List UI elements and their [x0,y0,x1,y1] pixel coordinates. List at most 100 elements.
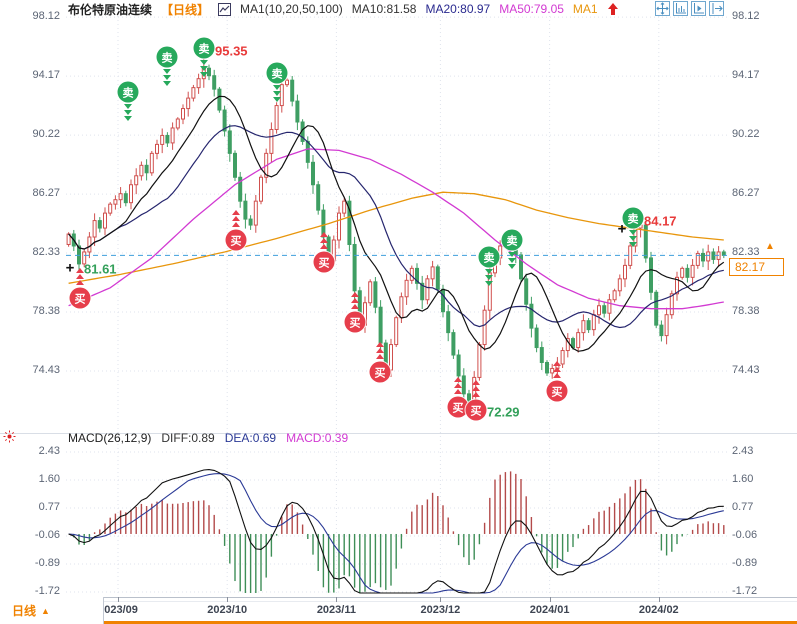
last-price-box: 82.17 [729,258,784,276]
price-axis-label-right: 94.17 [732,69,760,82]
instrument-title: 布伦特原油连续 [68,2,153,17]
buy-signal-triangles [553,361,561,378]
entry-cross-marker: + [617,220,627,238]
signal-price-label: 81.61 [84,261,117,277]
macd-axis-label-left: -1.72 [34,584,60,597]
price-axis-label-right: 78.38 [732,305,760,317]
x-axis-tick [549,597,551,602]
tab-daily-period[interactable]: 日线 ▲ [0,597,104,624]
price-axis-label-right: 98.12 [732,10,760,23]
macd-axis-label-left: 0.77 [38,501,60,513]
macd-axis-label-right: 2.43 [732,445,754,457]
buy-signal-badge: 买 [313,251,335,273]
sell-signal-triangles [485,269,493,286]
buy-signal-badge: 买 [69,287,91,309]
buy-signal-triangles [76,268,84,285]
ma50-value: MA50:79.05 [499,2,564,16]
buy-signal-triangles [454,377,462,394]
price-axis-label-left: 98.12 [32,10,60,23]
signal-price-label: 95.35 [215,43,248,59]
ma20-value: MA20:80.97 [425,2,491,16]
sell-signal-triangles [200,60,208,77]
x-axis-month-label: 2023/09 [98,604,138,616]
buy-signal-badge: 买 [546,380,568,402]
sell-signal-triangles [124,104,132,121]
ma50-line [68,148,724,310]
price-axis-label-left: 90.22 [32,128,60,141]
x-axis-tick [658,597,660,602]
x-axis-month-label: 2023/11 [316,604,356,616]
macd-axis-label-right: -0.89 [732,556,758,569]
macd-axis-label-right: 1.60 [732,473,754,485]
x-axis-month-label: 2023/10 [207,604,248,616]
price-axis-label-right: 90.22 [732,128,760,141]
crosshair-icon[interactable] [655,1,670,16]
signal-price-label: 84.17 [644,213,677,229]
axis-play-icon[interactable] [691,1,706,16]
buy-signal-badge: 买 [225,229,247,251]
ma10-line [68,95,725,352]
sell-signal-triangles [629,230,637,247]
buy-signal-badge: 买 [447,396,469,418]
dea-value: DEA:0.69 [224,431,277,445]
sell-signal-badge: 卖 [622,207,644,229]
buy-signal-triangles [320,232,328,249]
x-axis-tick [440,597,442,602]
alert-sun-icon[interactable] [3,430,16,448]
macd-histogram [73,471,725,593]
price-axis-label-right: 82.33 [732,246,760,258]
buy-signal-triangles [232,210,240,227]
macd-axis-label-right: 0.77 [732,501,754,513]
buy-signal-triangles [351,292,359,309]
x-axis-tick [118,597,119,602]
period-tag: 【日线】 [161,2,210,17]
axis-bars-icon[interactable] [673,1,688,16]
price-axis-label-right: 74.43 [732,364,760,376]
buy-signal-badge: 买 [465,399,487,421]
buy-signal-badge: 买 [369,361,391,383]
buy-signal-triangles [472,380,480,397]
sell-signal-badge: 卖 [501,229,523,251]
diff-value: DIFF:0.89 [161,431,215,445]
price-axis-label-left: 94.17 [32,69,60,82]
buy-signal-badge: 买 [344,311,366,333]
price-axis-label-right: 86.27 [732,187,760,200]
macd-axis-label-left: -0.89 [34,556,60,569]
time-axis-strip [0,597,797,624]
entry-cross-marker: + [65,259,75,277]
x-axis-month-label: 2024/01 [529,604,570,616]
sell-signal-triangles [163,69,171,86]
sell-signal-badge: 卖 [117,81,139,103]
macd-value: MACD:0.39 [286,431,349,445]
price-up-triangle-icon: ▲ [765,241,775,252]
panel-divider [0,433,797,434]
ma20-line [68,125,724,329]
tab-up-triangle-icon: ▲ [41,605,50,616]
ma100-value: MA1 [572,2,598,16]
chart-toolbar [655,1,724,16]
active-tab-underline [104,621,797,624]
sell-signal-triangles [273,85,281,102]
ma10-value: MA10:81.58 [351,2,417,16]
exit-right-icon[interactable] [709,1,724,16]
macd-axis-label-left: 2.43 [38,445,60,457]
sell-signal-badge: 卖 [156,46,178,68]
x-axis-month-label: 2024/02 [638,604,679,616]
macd-formula-label: MACD(26,12,9) [68,431,152,445]
tab-daily-label: 日线 [12,604,37,618]
sell-signal-triangles [508,252,516,269]
price-axis-label-left: 86.27 [32,187,60,200]
buy-signal-triangles [376,342,384,359]
signal-price-label: 72.29 [487,404,520,420]
red-arrow-icon[interactable] [607,2,619,16]
ma-settings-label: MA1(10,20,50,100) [240,2,343,16]
line-chart-icon[interactable] [218,2,232,16]
x-axis-month-label: 2023/12 [420,604,461,616]
macd-axis-label-left: 1.60 [38,473,60,485]
x-axis-tick [227,597,229,602]
macd-axis-label-left: -0.06 [34,529,60,541]
sell-signal-badge: 卖 [478,246,500,268]
diff-line [68,469,724,594]
